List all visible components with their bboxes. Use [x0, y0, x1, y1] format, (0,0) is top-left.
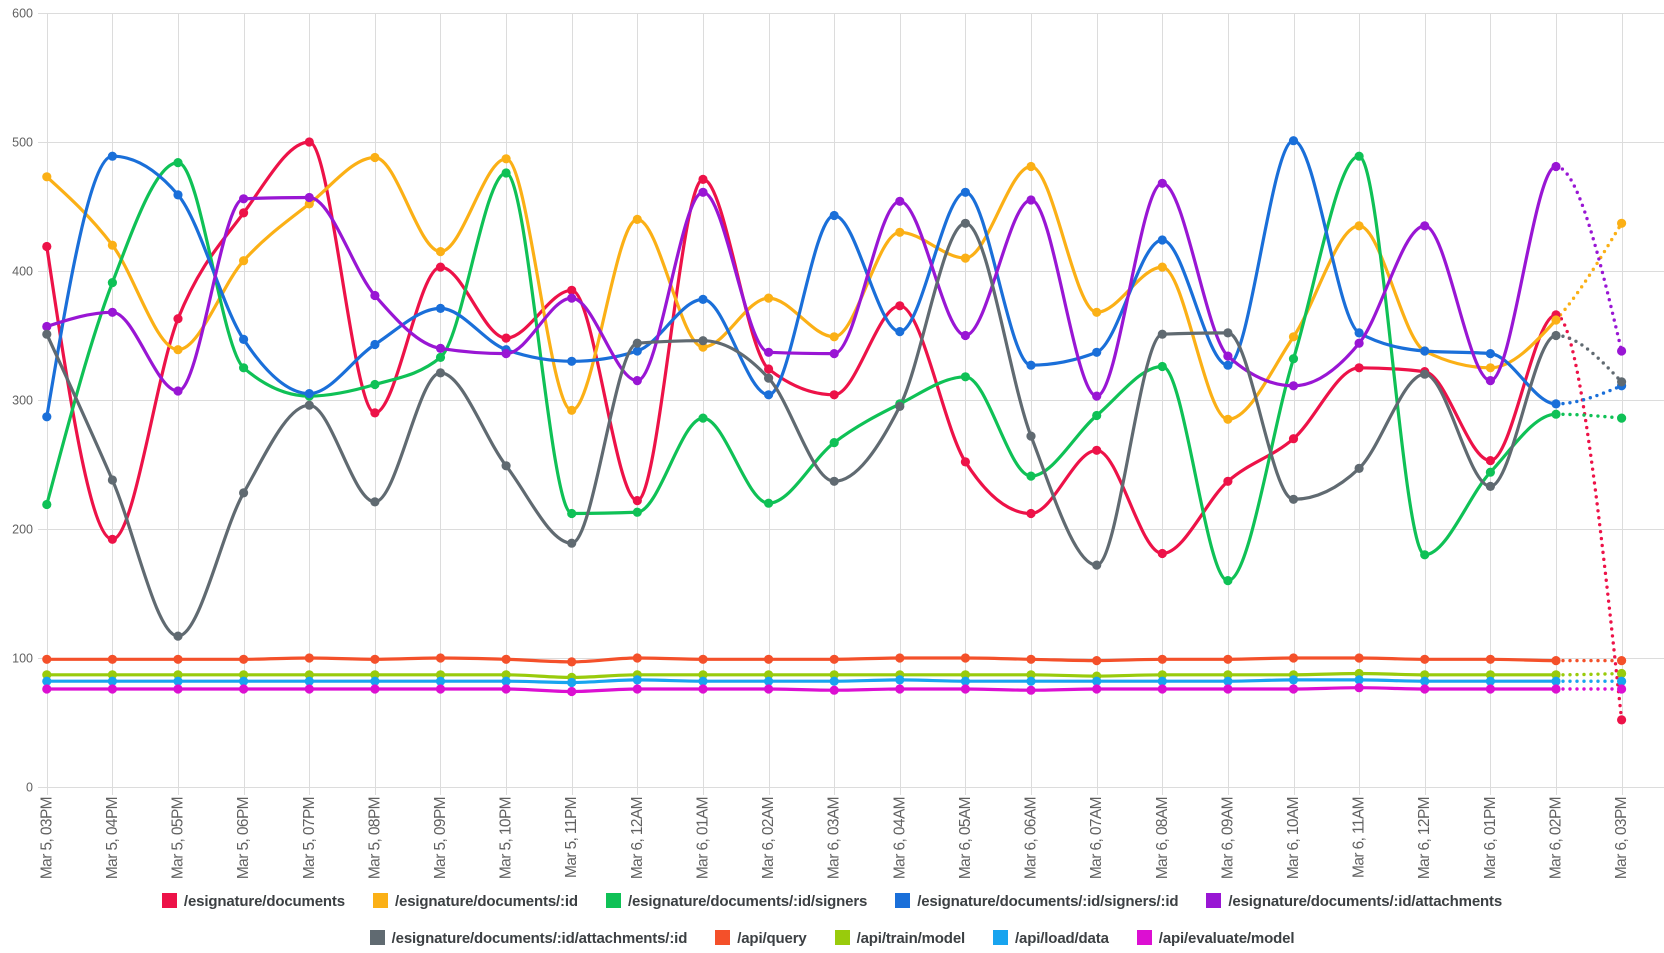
svg-text:Mar 5, 06PM: Mar 5, 06PM	[235, 797, 252, 879]
svg-text:Mar 6, 11AM: Mar 6, 11AM	[1351, 797, 1368, 878]
svg-text:Mar 6, 09AM: Mar 6, 09AM	[1219, 797, 1236, 879]
svg-text:Mar 6, 02PM: Mar 6, 02PM	[1548, 797, 1565, 879]
svg-text:Mar 6, 08AM: Mar 6, 08AM	[1154, 797, 1171, 879]
svg-text:Mar 5, 05PM: Mar 5, 05PM	[170, 797, 187, 879]
svg-text:0: 0	[26, 781, 33, 795]
svg-text:Mar 6, 05AM: Mar 6, 05AM	[957, 797, 974, 879]
svg-text:Mar 5, 10PM: Mar 5, 10PM	[498, 797, 515, 879]
svg-text:100: 100	[12, 652, 33, 666]
svg-text:Mar 6, 01AM: Mar 6, 01AM	[695, 797, 712, 879]
svg-text:Mar 5, 08PM: Mar 5, 08PM	[366, 797, 383, 879]
svg-text:300: 300	[12, 394, 33, 408]
svg-text:500: 500	[12, 136, 33, 150]
svg-text:Mar 5, 07PM: Mar 5, 07PM	[301, 797, 318, 879]
svg-text:600: 600	[12, 7, 33, 21]
svg-text:Mar 6, 04AM: Mar 6, 04AM	[891, 797, 908, 879]
svg-text:Mar 6, 10AM: Mar 6, 10AM	[1285, 797, 1302, 879]
svg-text:200: 200	[12, 523, 33, 537]
svg-text:Mar 6, 07AM: Mar 6, 07AM	[1088, 797, 1105, 879]
svg-text:Mar 6, 01PM: Mar 6, 01PM	[1482, 797, 1499, 879]
svg-text:Mar 6, 03AM: Mar 6, 03AM	[826, 797, 843, 879]
svg-text:Mar 6, 02AM: Mar 6, 02AM	[760, 797, 777, 879]
svg-text:Mar 6, 12AM: Mar 6, 12AM	[629, 797, 646, 879]
svg-text:Mar 6, 12PM: Mar 6, 12PM	[1416, 797, 1433, 879]
svg-text:Mar 5, 03PM: Mar 5, 03PM	[38, 797, 55, 879]
svg-text:Mar 5, 11PM: Mar 5, 11PM	[563, 797, 580, 878]
svg-text:Mar 6, 06AM: Mar 6, 06AM	[1023, 797, 1040, 879]
svg-text:400: 400	[12, 265, 33, 279]
svg-text:Mar 5, 09PM: Mar 5, 09PM	[432, 797, 449, 879]
svg-text:Mar 6, 03PM: Mar 6, 03PM	[1613, 797, 1630, 879]
svg-text:Mar 5, 04PM: Mar 5, 04PM	[104, 797, 121, 879]
